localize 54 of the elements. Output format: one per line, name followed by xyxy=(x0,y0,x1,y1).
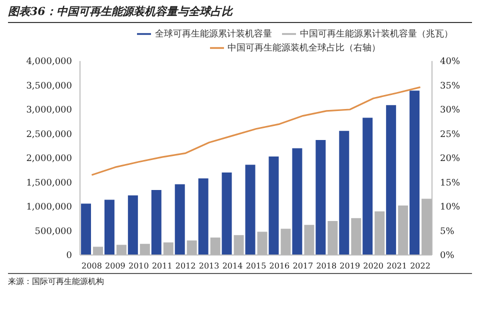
x-tick-label: 2016 xyxy=(269,262,290,271)
line-series xyxy=(90,86,422,176)
y-tick-label: 0 xyxy=(66,251,72,262)
y2-tick-label: 0% xyxy=(440,251,455,262)
bar xyxy=(339,130,350,255)
legend-label: 中国可再生能源累计装机容量（兆瓦） xyxy=(300,29,453,40)
bar xyxy=(198,178,208,255)
x-tick-label: 2011 xyxy=(152,262,172,271)
y-tick-label: 500,000 xyxy=(34,226,72,237)
y2-tick-label: 15% xyxy=(440,178,460,188)
y2-tick-label: 10% xyxy=(440,202,460,213)
y-tick-label: 3,000,000 xyxy=(26,106,72,116)
bar xyxy=(292,148,302,255)
bar xyxy=(316,140,326,255)
bar xyxy=(104,200,114,255)
legend-label: 中国可再生能源装机全球占比（右轴） xyxy=(228,43,380,54)
y2-tick-label: 35% xyxy=(440,81,460,92)
y-tick-label: 1,000,000 xyxy=(26,202,72,213)
x-tick-label: 2022 xyxy=(410,262,430,271)
legend-label: 全球可再生能源累计装机容量 xyxy=(155,29,272,40)
y2-tick-label: 20% xyxy=(440,154,460,164)
x-tick-label: 2019 xyxy=(340,262,360,271)
y-tick-label: 1,500,000 xyxy=(26,178,72,188)
y2-tick-label: 5% xyxy=(440,226,455,237)
x-tick-label: 2010 xyxy=(128,262,149,271)
x-tick-label: 2017 xyxy=(292,262,314,271)
x-tick-label: 2015 xyxy=(246,262,266,271)
x-tick-label: 2018 xyxy=(316,262,337,271)
bar xyxy=(386,105,396,255)
x-tick-label: 2008 xyxy=(82,262,102,271)
y-tick-label: 3,500,000 xyxy=(26,81,72,92)
y2-tick-label: 30% xyxy=(440,106,460,116)
bar xyxy=(245,164,256,255)
bar xyxy=(362,118,373,255)
x-tick-label: 2013 xyxy=(198,262,220,271)
x-tick-label: 2021 xyxy=(386,262,407,271)
bar xyxy=(268,156,279,255)
x-tick-label: 2014 xyxy=(222,262,243,271)
y2-tick-label: 40% xyxy=(440,57,460,68)
source-note: 来源：国际可再生能源机构 xyxy=(8,276,472,287)
x-tick-label: 2012 xyxy=(175,262,196,271)
x-tick-label: 2009 xyxy=(105,262,126,271)
bar xyxy=(151,190,162,255)
bar xyxy=(128,195,138,255)
y-tick-label: 4,000,000 xyxy=(26,57,72,68)
bar xyxy=(410,90,420,255)
y-tick-label: 2,500,000 xyxy=(26,130,72,140)
y-tick-label: 2,000,000 xyxy=(26,154,72,164)
bar xyxy=(174,184,185,255)
x-tick-label: 2020 xyxy=(363,262,384,271)
y2-tick-label: 25% xyxy=(440,130,460,140)
bar xyxy=(81,204,91,255)
bar xyxy=(222,172,232,255)
chart-title: 图表36：中国可再生能源装机容量与全球占比 xyxy=(8,4,472,23)
